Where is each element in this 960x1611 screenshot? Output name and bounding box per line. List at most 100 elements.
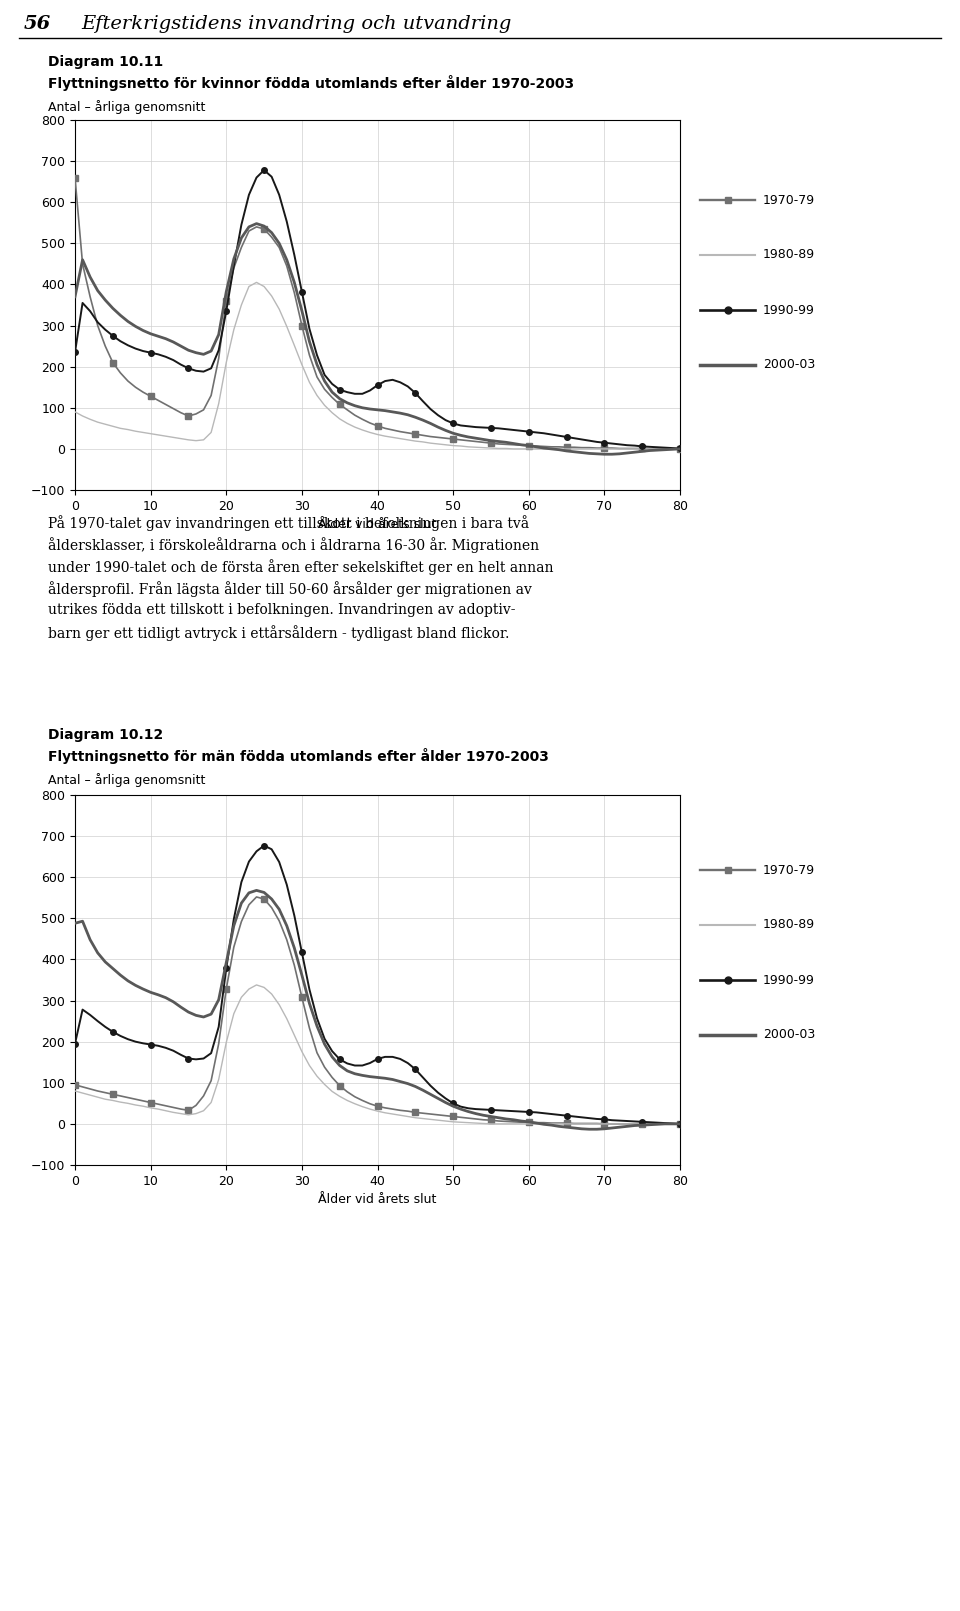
1980-89 [455, 1113, 467, 1133]
Text: 56: 56 [24, 14, 51, 32]
1980-89 [531, 440, 542, 459]
1970-79 [447, 430, 459, 449]
Line: 1970-79: 1970-79 [72, 894, 683, 1126]
2000-03 [455, 425, 467, 445]
1990-99 [455, 1097, 467, 1116]
2000-03 [69, 913, 81, 933]
1980-89 [606, 440, 617, 459]
2000-03 [599, 445, 611, 464]
Text: under 1990-talet och de första åren efter sekelskiftet ger en helt annan: under 1990-talet och de första åren efte… [48, 559, 554, 575]
1970-79 [455, 1108, 467, 1128]
2000-03 [523, 437, 535, 456]
2000-03 [410, 408, 421, 427]
1970-79 [410, 1102, 421, 1121]
Text: Flyttningsnetto för kvinnor födda utomlands efter ålder 1970-2003: Flyttningsnetto för kvinnor födda utomla… [48, 76, 574, 90]
1980-89 [485, 1115, 496, 1134]
1980-89 [410, 432, 421, 451]
1970-79 [674, 440, 685, 459]
1970-79 [599, 1115, 611, 1134]
1990-99 [69, 1034, 81, 1054]
Text: Diagram 10.11: Diagram 10.11 [48, 55, 163, 69]
1980-89 [531, 1115, 542, 1134]
2000-03 [606, 445, 617, 464]
X-axis label: Ålder vid årets slut: Ålder vid årets slut [319, 519, 437, 532]
1970-79 [69, 168, 81, 187]
Line: 1990-99: 1990-99 [72, 168, 683, 451]
1990-99 [599, 433, 611, 453]
2000-03 [523, 1112, 535, 1131]
1970-79 [606, 1115, 617, 1134]
2000-03 [629, 1116, 640, 1136]
1980-89 [576, 1115, 588, 1134]
Text: utrikes födda ett tillskott i befolkningen. Invandringen av adoptiv-: utrikes födda ett tillskott i befolkning… [48, 603, 516, 617]
1980-89 [251, 975, 262, 994]
Text: 1980-89: 1980-89 [763, 918, 815, 931]
1980-89 [455, 437, 467, 456]
1990-99 [410, 383, 421, 403]
1980-89 [251, 272, 262, 292]
1990-99 [568, 429, 580, 448]
1980-89 [629, 1115, 640, 1134]
Text: Antal – årliga genomsnitt: Antal – årliga genomsnitt [48, 100, 205, 114]
1970-79 [644, 440, 656, 459]
1990-99 [599, 1110, 611, 1129]
2000-03 [674, 440, 685, 459]
1970-79 [516, 435, 527, 454]
1980-89 [576, 440, 588, 459]
Text: Efterkrigstidens invandring och utvandring: Efterkrigstidens invandring och utvandri… [82, 14, 512, 32]
1980-89 [69, 403, 81, 422]
1970-79 [591, 438, 603, 458]
2000-03 [674, 1115, 685, 1134]
1970-79 [674, 1115, 685, 1134]
Text: 2000-03: 2000-03 [763, 1028, 815, 1041]
2000-03 [410, 1076, 421, 1095]
1970-79 [561, 438, 572, 458]
1980-89 [606, 1115, 617, 1134]
1980-89 [69, 1081, 81, 1100]
1970-79 [613, 438, 625, 458]
Text: Diagram 10.12: Diagram 10.12 [48, 728, 163, 743]
2000-03 [251, 881, 262, 901]
1980-89 [674, 1115, 685, 1134]
2000-03 [584, 1120, 595, 1139]
2000-03 [69, 287, 81, 306]
1990-99 [69, 343, 81, 362]
1990-99 [674, 1115, 685, 1134]
Text: 1970-79: 1970-79 [763, 193, 815, 206]
Text: åldersprofil. Från lägsta ålder till 50-60 årsålder ger migrationen av: åldersprofil. Från lägsta ålder till 50-… [48, 582, 532, 596]
Text: 1990-99: 1990-99 [763, 973, 815, 986]
Text: 1970-79: 1970-79 [763, 863, 815, 876]
1970-79 [402, 424, 414, 443]
2000-03 [629, 443, 640, 462]
1990-99 [410, 1060, 421, 1079]
X-axis label: Ålder vid årets slut: Ålder vid årets slut [319, 1194, 437, 1207]
Line: 1990-99: 1990-99 [72, 843, 683, 1126]
Text: 1990-99: 1990-99 [763, 303, 815, 316]
1970-79 [629, 1115, 640, 1134]
Text: 1980-89: 1980-89 [763, 248, 815, 261]
Text: barn ger ett tidligt avtryck i ettårsåldern - tydligast bland flickor.: barn ger ett tidligt avtryck i ettårsåld… [48, 625, 510, 641]
1990-99 [523, 422, 535, 441]
1990-99 [621, 435, 633, 454]
1970-79 [523, 1113, 535, 1133]
1990-99 [455, 416, 467, 435]
1980-89 [410, 1108, 421, 1128]
1970-79 [251, 888, 262, 907]
Line: 1980-89: 1980-89 [75, 984, 680, 1124]
1990-99 [568, 1107, 580, 1126]
2000-03 [568, 441, 580, 461]
Text: På 1970-talet gav invandringen ett tillskott i befolkningen i bara två: På 1970-talet gav invandringen ett tills… [48, 516, 529, 532]
Line: 1980-89: 1980-89 [75, 282, 680, 449]
2000-03 [455, 1099, 467, 1118]
2000-03 [606, 1118, 617, 1137]
1970-79 [69, 1075, 81, 1094]
Line: 1970-79: 1970-79 [72, 174, 683, 451]
1970-79 [568, 1113, 580, 1133]
1980-89 [629, 440, 640, 459]
Text: åldersklasser, i förskoleåldrarna och i åldrarna 16-30 år. Migrationen: åldersklasser, i förskoleåldrarna och i … [48, 536, 540, 553]
Text: Flyttningsnetto för män födda utomlands efter ålder 1970-2003: Flyttningsnetto för män födda utomlands … [48, 748, 549, 764]
Text: Antal – årliga genomsnitt: Antal – årliga genomsnitt [48, 773, 205, 786]
Line: 2000-03: 2000-03 [75, 224, 680, 454]
1990-99 [674, 438, 685, 458]
2000-03 [251, 214, 262, 234]
